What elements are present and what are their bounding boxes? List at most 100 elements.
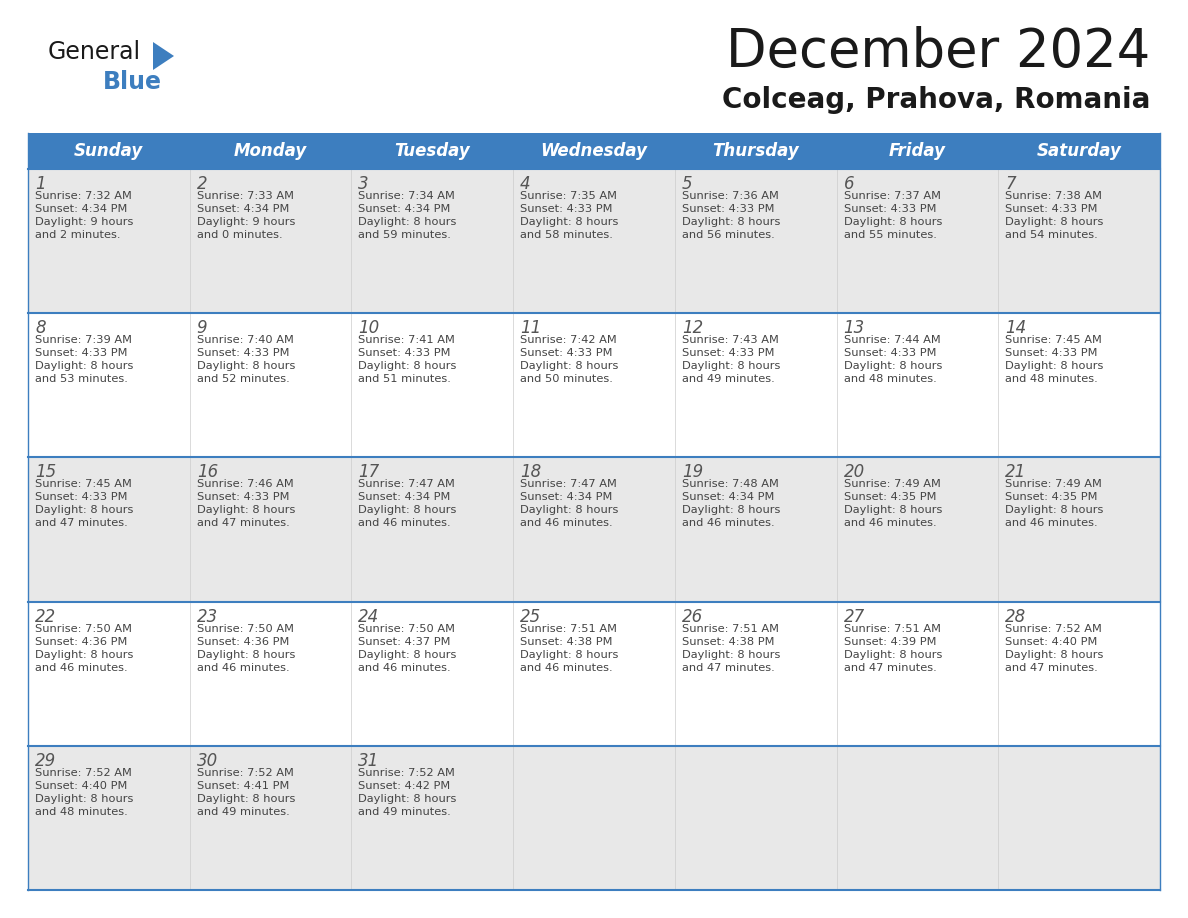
Text: 7: 7 xyxy=(1005,175,1016,193)
Text: Sunset: 4:33 PM: Sunset: 4:33 PM xyxy=(520,204,613,214)
Text: and 49 minutes.: and 49 minutes. xyxy=(359,807,451,817)
Bar xyxy=(29,745,190,890)
Text: and 46 minutes.: and 46 minutes. xyxy=(1005,519,1098,529)
Text: Daylight: 8 hours: Daylight: 8 hours xyxy=(34,506,133,515)
Text: Sunset: 4:33 PM: Sunset: 4:33 PM xyxy=(1005,204,1098,214)
Text: 19: 19 xyxy=(682,464,703,481)
Text: Daylight: 8 hours: Daylight: 8 hours xyxy=(359,506,457,515)
Bar xyxy=(190,745,352,890)
Text: and 49 minutes.: and 49 minutes. xyxy=(682,375,775,385)
Bar xyxy=(675,313,836,457)
Text: Daylight: 8 hours: Daylight: 8 hours xyxy=(197,361,295,371)
Text: 11: 11 xyxy=(520,319,542,337)
Bar xyxy=(675,169,836,313)
Text: 17: 17 xyxy=(359,464,380,481)
Text: 14: 14 xyxy=(1005,319,1026,337)
Text: Daylight: 8 hours: Daylight: 8 hours xyxy=(359,217,457,227)
Text: Sunset: 4:33 PM: Sunset: 4:33 PM xyxy=(197,492,289,502)
Text: and 50 minutes.: and 50 minutes. xyxy=(520,375,613,385)
Text: Sunset: 4:35 PM: Sunset: 4:35 PM xyxy=(1005,492,1098,502)
Bar xyxy=(352,169,513,313)
Bar xyxy=(998,745,1159,890)
Text: and 46 minutes.: and 46 minutes. xyxy=(359,519,451,529)
Text: Daylight: 8 hours: Daylight: 8 hours xyxy=(843,217,942,227)
Text: Daylight: 8 hours: Daylight: 8 hours xyxy=(520,506,619,515)
Text: Sunset: 4:36 PM: Sunset: 4:36 PM xyxy=(197,636,289,646)
Bar xyxy=(513,601,675,745)
Text: Sunrise: 7:52 AM: Sunrise: 7:52 AM xyxy=(197,767,293,778)
Text: Blue: Blue xyxy=(103,70,162,94)
Text: Daylight: 8 hours: Daylight: 8 hours xyxy=(682,650,781,660)
Text: Daylight: 9 hours: Daylight: 9 hours xyxy=(197,217,295,227)
Text: Sunset: 4:41 PM: Sunset: 4:41 PM xyxy=(197,781,289,790)
Text: Sunrise: 7:42 AM: Sunrise: 7:42 AM xyxy=(520,335,617,345)
Text: and 48 minutes.: and 48 minutes. xyxy=(843,375,936,385)
Bar xyxy=(998,169,1159,313)
Text: and 47 minutes.: and 47 minutes. xyxy=(1005,663,1098,673)
Bar xyxy=(836,601,998,745)
Text: Sunrise: 7:34 AM: Sunrise: 7:34 AM xyxy=(359,191,455,201)
Text: Sunset: 4:34 PM: Sunset: 4:34 PM xyxy=(359,492,450,502)
Bar xyxy=(352,601,513,745)
Text: Sunset: 4:40 PM: Sunset: 4:40 PM xyxy=(34,781,127,790)
Text: Sunset: 4:34 PM: Sunset: 4:34 PM xyxy=(682,492,775,502)
Text: 3: 3 xyxy=(359,175,369,193)
Text: Daylight: 8 hours: Daylight: 8 hours xyxy=(520,650,619,660)
Text: Sunset: 4:38 PM: Sunset: 4:38 PM xyxy=(682,636,775,646)
Bar xyxy=(29,601,190,745)
Text: Sunset: 4:42 PM: Sunset: 4:42 PM xyxy=(359,781,450,790)
Text: 4: 4 xyxy=(520,175,531,193)
Text: Daylight: 8 hours: Daylight: 8 hours xyxy=(520,217,619,227)
Text: and 46 minutes.: and 46 minutes. xyxy=(520,663,613,673)
Text: Sunrise: 7:49 AM: Sunrise: 7:49 AM xyxy=(843,479,941,489)
Text: Daylight: 8 hours: Daylight: 8 hours xyxy=(1005,217,1104,227)
Text: 13: 13 xyxy=(843,319,865,337)
Text: and 51 minutes.: and 51 minutes. xyxy=(359,375,451,385)
Text: Daylight: 8 hours: Daylight: 8 hours xyxy=(843,506,942,515)
Text: Daylight: 8 hours: Daylight: 8 hours xyxy=(34,361,133,371)
Text: Sunset: 4:33 PM: Sunset: 4:33 PM xyxy=(843,204,936,214)
Text: Sunrise: 7:38 AM: Sunrise: 7:38 AM xyxy=(1005,191,1102,201)
Polygon shape xyxy=(153,42,173,70)
Text: Daylight: 8 hours: Daylight: 8 hours xyxy=(843,650,942,660)
Bar xyxy=(29,457,190,601)
Text: Daylight: 8 hours: Daylight: 8 hours xyxy=(1005,650,1104,660)
Text: Daylight: 8 hours: Daylight: 8 hours xyxy=(682,361,781,371)
Text: Tuesday: Tuesday xyxy=(394,142,470,160)
Text: 15: 15 xyxy=(34,464,56,481)
Text: 1: 1 xyxy=(34,175,45,193)
Bar xyxy=(836,457,998,601)
Text: Wednesday: Wednesday xyxy=(541,142,647,160)
Bar xyxy=(190,457,352,601)
Bar xyxy=(513,169,675,313)
Bar xyxy=(998,601,1159,745)
Text: Sunset: 4:33 PM: Sunset: 4:33 PM xyxy=(682,204,775,214)
Text: and 2 minutes.: and 2 minutes. xyxy=(34,230,120,240)
Text: Sunrise: 7:49 AM: Sunrise: 7:49 AM xyxy=(1005,479,1102,489)
Text: Sunrise: 7:45 AM: Sunrise: 7:45 AM xyxy=(1005,335,1102,345)
Text: Sunset: 4:33 PM: Sunset: 4:33 PM xyxy=(1005,348,1098,358)
Text: Sunrise: 7:44 AM: Sunrise: 7:44 AM xyxy=(843,335,941,345)
Text: Sunset: 4:36 PM: Sunset: 4:36 PM xyxy=(34,636,127,646)
Text: Sunrise: 7:39 AM: Sunrise: 7:39 AM xyxy=(34,335,132,345)
Text: and 46 minutes.: and 46 minutes. xyxy=(682,519,775,529)
Text: 2: 2 xyxy=(197,175,208,193)
Text: Sunrise: 7:52 AM: Sunrise: 7:52 AM xyxy=(1005,623,1102,633)
Text: and 58 minutes.: and 58 minutes. xyxy=(520,230,613,240)
Text: 20: 20 xyxy=(843,464,865,481)
Text: Sunrise: 7:47 AM: Sunrise: 7:47 AM xyxy=(359,479,455,489)
Text: Sunrise: 7:47 AM: Sunrise: 7:47 AM xyxy=(520,479,617,489)
Bar xyxy=(675,457,836,601)
Text: 30: 30 xyxy=(197,752,217,770)
Text: and 46 minutes.: and 46 minutes. xyxy=(359,663,451,673)
Text: Daylight: 8 hours: Daylight: 8 hours xyxy=(197,506,295,515)
Text: Daylight: 8 hours: Daylight: 8 hours xyxy=(197,650,295,660)
Text: Sunrise: 7:52 AM: Sunrise: 7:52 AM xyxy=(34,767,132,778)
Text: Daylight: 8 hours: Daylight: 8 hours xyxy=(1005,361,1104,371)
Bar xyxy=(836,745,998,890)
Text: and 47 minutes.: and 47 minutes. xyxy=(34,519,128,529)
Text: Sunrise: 7:48 AM: Sunrise: 7:48 AM xyxy=(682,479,778,489)
Bar xyxy=(675,745,836,890)
Text: Sunset: 4:34 PM: Sunset: 4:34 PM xyxy=(359,204,450,214)
Text: 6: 6 xyxy=(843,175,854,193)
